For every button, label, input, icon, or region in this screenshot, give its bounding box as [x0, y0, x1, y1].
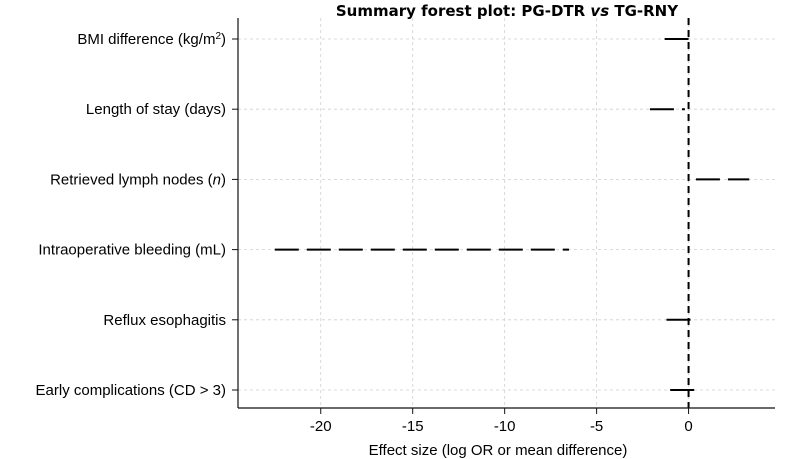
x-tick-label: -5	[590, 418, 603, 435]
row-label: BMI difference (kg/m2)	[77, 31, 226, 49]
row-labels: BMI difference (kg/m2) Length of stay (da…	[36, 31, 226, 400]
chart-title: Summary forest plot: PG-DTR vs TG-RNY	[336, 2, 679, 20]
row-label: Intraoperative bleeding (mL)	[38, 242, 226, 259]
grid-lines	[238, 18, 775, 408]
x-tick-labels: -20 -15 -10 -5 0	[310, 418, 693, 435]
axes	[232, 18, 775, 414]
x-tick-label: -15	[402, 418, 424, 435]
row-label: Reflux esophagitis	[103, 312, 226, 329]
row-label: Length of stay (days)	[86, 101, 226, 118]
x-axis-label: Effect size (log OR or mean difference)	[369, 442, 628, 459]
x-tick-label: -10	[494, 418, 516, 435]
x-tick-label: -20	[310, 418, 332, 435]
row-label: Retrieved lymph nodes (n)	[50, 171, 226, 188]
x-tick-label: 0	[684, 418, 692, 435]
row-label: Early complications (CD > 3)	[36, 382, 226, 399]
confidence-intervals	[274, 38, 750, 391]
